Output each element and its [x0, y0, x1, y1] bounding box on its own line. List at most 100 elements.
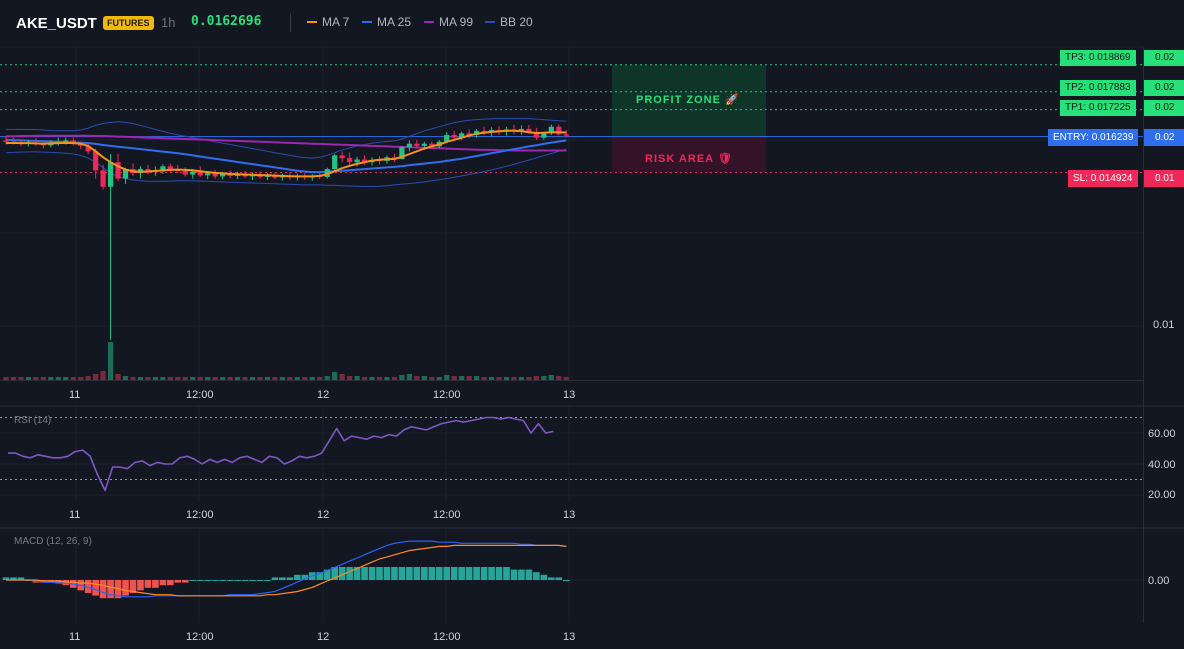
macd-histogram-bar	[107, 580, 114, 599]
macd-histogram-bar	[226, 580, 234, 581]
volume-bar	[234, 377, 241, 380]
x-tick-rsi-2: 12	[317, 509, 330, 521]
candle-body	[533, 132, 539, 138]
macd-histogram-bar	[346, 567, 353, 580]
legend-ma99[interactable]: MA 99	[424, 15, 473, 29]
volume-bar	[115, 374, 121, 380]
candle-body	[354, 159, 360, 163]
x-tick-main-0: 11	[69, 389, 81, 401]
interval-selector[interactable]: 1h	[161, 15, 176, 30]
macd-histogram-bar	[406, 567, 413, 580]
macd-histogram-bar	[368, 567, 376, 580]
volume-bar	[376, 377, 383, 380]
macd-histogram-bar	[219, 580, 226, 581]
macd-histogram-bar	[353, 567, 361, 580]
macd-histogram-bar	[92, 580, 99, 596]
volume-bar	[556, 376, 562, 380]
tp1-tag: TP1: 0.017225	[1060, 100, 1136, 116]
risk-zone	[612, 136, 766, 173]
macd-histogram-bar	[480, 567, 488, 580]
legend-bb20[interactable]: BB 20	[485, 15, 533, 29]
volume-bar	[533, 376, 539, 380]
legend-ma25[interactable]: MA 25	[362, 15, 411, 29]
macd-histogram-bar	[301, 574, 309, 580]
macd-histogram-bar	[84, 580, 92, 593]
macd-histogram-bar	[2, 577, 10, 580]
macd-histogram-bar	[473, 567, 480, 580]
symbol-name[interactable]: AKE_USDT	[16, 15, 97, 32]
macd-histogram-bar	[338, 567, 346, 580]
macd-histogram-bar	[144, 580, 152, 588]
bb-upper-line	[6, 118, 567, 159]
volume-bar	[361, 377, 368, 380]
volume-bar	[242, 377, 248, 380]
macd-histogram-bar	[264, 580, 271, 581]
price-tick: 0.01	[1153, 319, 1175, 331]
macd-title: MACD (12, 26, 9)	[14, 536, 92, 547]
candle-body	[182, 170, 188, 175]
legend-swatch-ma99	[424, 21, 434, 23]
candle-body	[563, 134, 569, 136]
ma25-line	[5, 138, 567, 174]
macd-histogram-bar	[204, 580, 211, 581]
macd-histogram-bar	[249, 580, 256, 581]
macd-histogram-bar	[518, 569, 525, 580]
candle-body	[145, 169, 151, 172]
candle-body	[220, 173, 226, 177]
candle-body	[444, 134, 450, 142]
volume-bar	[459, 376, 465, 380]
candle-body	[167, 166, 173, 170]
volume-bar	[137, 377, 144, 380]
entry-pct-text: 0.02	[1155, 132, 1175, 143]
volume-bar	[152, 377, 158, 380]
profit-zone	[612, 64, 766, 137]
macd-histogram-bar	[159, 580, 167, 586]
candle-body	[466, 133, 472, 135]
candle-body	[122, 169, 129, 179]
macd-histogram-bar	[525, 569, 533, 580]
volume-bar	[414, 376, 420, 380]
volume-bar	[347, 376, 353, 380]
legend-label-ma99: MA 99	[439, 15, 474, 29]
legend-swatch-bb20	[485, 21, 495, 23]
tp2-pct-text: 0.02	[1155, 82, 1175, 93]
volume-bar	[429, 377, 435, 380]
rsi-tick-20: 20.00	[1148, 489, 1176, 501]
volume-bar	[63, 377, 69, 380]
entry-tag: ENTRY: 0.016239	[1048, 129, 1139, 146]
candle-body	[339, 155, 345, 159]
signal-line	[6, 544, 567, 597]
macd-histogram-bar	[241, 580, 249, 581]
volume-bar	[212, 377, 218, 380]
tp1-pct-text: 0.02	[1155, 102, 1175, 113]
x-tick-main-2: 12	[317, 389, 330, 401]
macd-histogram-bar	[279, 577, 286, 580]
candle-body	[197, 171, 203, 176]
x-tick-rsi-4: 13	[563, 509, 576, 521]
x-tick-macd-4: 13	[563, 631, 576, 643]
volume-bar	[122, 376, 129, 380]
x-tick-main-3: 12:00	[433, 389, 461, 401]
volume-bar	[481, 377, 487, 380]
candle-body	[70, 140, 76, 144]
macd-histogram-bar	[361, 567, 368, 580]
volume-bar	[10, 377, 17, 380]
x-tick-macd-2: 12	[317, 631, 330, 643]
volume-bar	[474, 376, 480, 380]
candle-body	[518, 128, 525, 131]
macd-histogram-bar	[540, 574, 548, 580]
volume-bar	[548, 375, 554, 380]
macd-histogram-bar	[256, 580, 264, 581]
macd-histogram-bar	[548, 577, 555, 580]
x-tick-rsi-3: 12:00	[433, 509, 461, 521]
volume-bar	[70, 377, 76, 380]
macd-histogram-bar	[376, 567, 383, 580]
legend-ma7[interactable]: MA 7	[307, 15, 349, 29]
macd-tick-0: 0.00	[1148, 575, 1170, 587]
volume-bar	[444, 375, 450, 380]
candle-body	[548, 126, 554, 134]
candle-body	[63, 140, 69, 142]
entry-pct: 0.02	[1144, 129, 1184, 146]
volume-bar	[190, 377, 196, 380]
